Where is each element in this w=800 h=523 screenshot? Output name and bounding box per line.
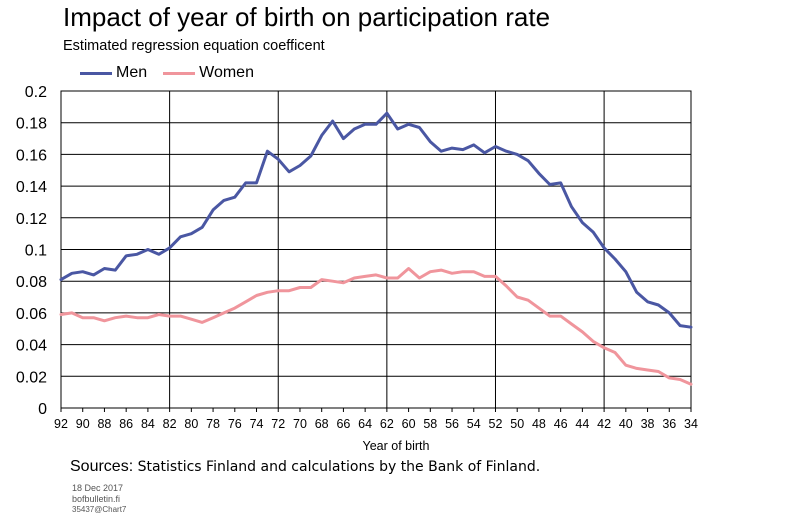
x-tick-label: 70 <box>293 417 307 431</box>
x-tick-label: 42 <box>597 417 611 431</box>
sources-label: Sources: <box>70 458 138 475</box>
chart-subtitle: Estimated regression equation coefficent <box>63 38 325 54</box>
x-tick-label: 66 <box>336 417 350 431</box>
x-tick-label: 72 <box>271 417 285 431</box>
x-tick-label: 90 <box>76 417 90 431</box>
x-tick-label: 60 <box>402 417 416 431</box>
sources-text: Statistics Finland and calculations by t… <box>137 459 541 475</box>
x-tick-label: 44 <box>575 417 589 431</box>
legend-label-men: Men <box>116 64 148 81</box>
y-tick-label: 0.18 <box>16 116 47 133</box>
y-tick-label: 0.1 <box>25 243 47 260</box>
chart-title: Impact of year of birth on participation… <box>63 2 551 32</box>
y-tick-label: 0.2 <box>25 84 47 101</box>
sources-note: Sources: Statistics Finland and calculat… <box>70 458 540 476</box>
x-tick-label: 78 <box>206 417 220 431</box>
y-tick-label: 0.02 <box>16 369 47 386</box>
x-tick-label: 54 <box>467 417 481 431</box>
footer-site: bofbulletin.fi <box>72 494 121 504</box>
y-tick-label: 0.14 <box>16 179 47 196</box>
x-tick-label: 92 <box>54 417 68 431</box>
x-tick-label: 64 <box>358 417 372 431</box>
x-tick-label: 38 <box>641 417 655 431</box>
plot-frame <box>60 90 692 409</box>
x-axis-label: Year of birth <box>363 439 430 453</box>
x-tick-label: 86 <box>119 417 133 431</box>
legend-label-women: Women <box>199 64 254 81</box>
x-tick-label: 68 <box>315 417 329 431</box>
footer-date: 18 Dec 2017 <box>72 483 124 493</box>
x-tick-label: 36 <box>662 417 676 431</box>
x-tick-label: 76 <box>228 417 242 431</box>
series-line-men <box>59 111 693 329</box>
x-tick-label: 82 <box>163 417 177 431</box>
x-tick-label: 62 <box>380 417 394 431</box>
x-tick-label: 50 <box>510 417 524 431</box>
x-tick-label: 84 <box>141 417 155 431</box>
x-tick-label: 52 <box>489 417 503 431</box>
legend-swatch-women <box>163 71 196 75</box>
x-tick-label: 56 <box>445 417 459 431</box>
y-tick-label: 0.08 <box>16 274 47 291</box>
x-tick-label: 80 <box>184 417 198 431</box>
series-line-women <box>59 267 693 386</box>
legend-swatch-men <box>80 71 112 75</box>
x-tick-label: 58 <box>423 417 437 431</box>
legend-item-women: Women <box>163 64 254 82</box>
x-tick-label: 48 <box>532 417 546 431</box>
x-tick-label: 34 <box>684 417 698 431</box>
x-tick-label: 88 <box>97 417 111 431</box>
y-tick-label: 0.16 <box>16 147 47 164</box>
y-tick-label: 0.04 <box>16 338 47 355</box>
x-tick-label: 74 <box>250 417 264 431</box>
y-tick-label: 0.06 <box>16 306 47 323</box>
y-tick-label: 0.12 <box>16 211 47 228</box>
legend-item-men: Men <box>80 64 147 82</box>
legend: Men Women <box>80 62 270 84</box>
x-tick-label: 46 <box>554 417 568 431</box>
footer-chart-id: 35437@Chart7 <box>72 505 127 514</box>
x-tick-label: 40 <box>619 417 633 431</box>
y-tick-label: 0 <box>38 401 47 418</box>
